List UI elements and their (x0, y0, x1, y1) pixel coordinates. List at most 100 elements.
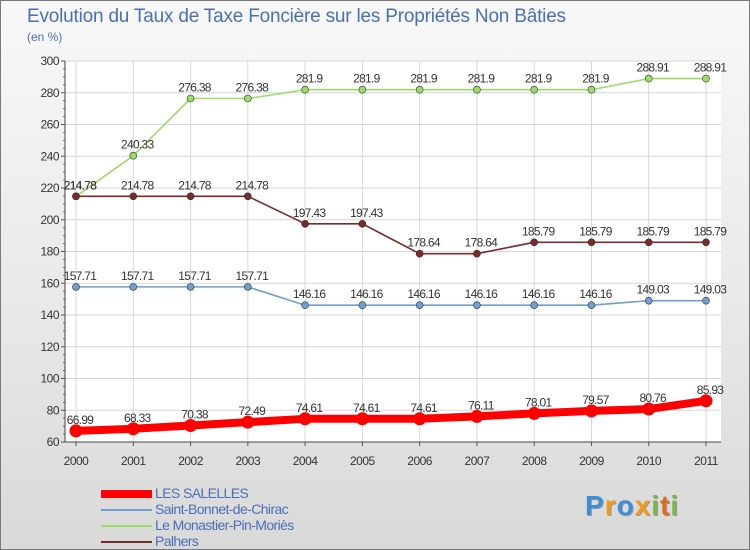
data-label: 281.9 (410, 72, 438, 86)
data-label: 185.79 (579, 224, 613, 238)
logo-letter: r (604, 490, 617, 521)
legend-label: Le Monastier-Pin-Moriès (155, 517, 294, 533)
data-point (702, 296, 710, 305)
x-tick-label: 2002 (178, 454, 204, 468)
y-tick-label: 280 (40, 86, 59, 100)
data-point (473, 85, 481, 94)
legend-label: Saint-Bonnet-de-Chirac (155, 501, 289, 517)
data-point (644, 238, 653, 247)
data-point (301, 220, 309, 228)
data-point (699, 394, 713, 408)
logo-letter: o (616, 490, 635, 521)
data-label: 276.38 (236, 80, 270, 94)
series-line (75, 286, 707, 307)
data-point (587, 238, 596, 247)
x-tick-label: 2010 (636, 454, 662, 468)
y-tick-label: 180 (40, 245, 59, 259)
data-label: 149.03 (636, 283, 670, 297)
logo-letter: t (660, 490, 671, 521)
data-label: 214.78 (64, 178, 98, 192)
data-point (72, 192, 80, 201)
data-label: 178.64 (465, 236, 499, 250)
data-point (644, 296, 653, 305)
x-tick-label: 2001 (121, 454, 147, 468)
data-label: 157.71 (121, 269, 155, 283)
y-tick-label: 240 (40, 149, 59, 163)
data-label: 214.78 (121, 178, 155, 192)
data-point (186, 283, 195, 291)
x-tick-label: 2004 (293, 454, 319, 468)
data-point (69, 424, 83, 438)
data-point (530, 301, 538, 310)
legend-item: LES SALELLES (101, 485, 421, 501)
data-label: 68.33 (124, 411, 152, 425)
data-point (186, 94, 195, 103)
data-label: 146.16 (522, 287, 556, 301)
data-point (241, 415, 255, 429)
data-point (298, 412, 312, 426)
y-tick-label: 60 (47, 435, 60, 449)
data-point (358, 220, 367, 228)
data-label: 146.16 (407, 287, 441, 301)
data-point (530, 238, 538, 247)
data-point (184, 419, 198, 433)
data-label: 79.57 (582, 393, 610, 407)
data-label: 178.64 (407, 236, 441, 250)
data-label: 157.71 (236, 269, 270, 283)
data-label: 281.9 (525, 72, 553, 86)
y-tick-label: 140 (40, 308, 59, 322)
y-tick-label: 260 (40, 118, 59, 132)
y-tick-label: 220 (40, 181, 59, 195)
legend-label: LES SALELLES (155, 485, 249, 501)
data-point (129, 151, 138, 160)
data-label: 72.49 (239, 404, 267, 418)
data-label: 70.38 (181, 408, 209, 422)
data-point (702, 238, 710, 247)
data-point (527, 406, 541, 420)
data-label: 146.16 (350, 287, 384, 301)
data-label: 281.9 (582, 72, 610, 86)
data-label: 146.16 (579, 287, 613, 301)
y-axis-unit: (en %) (27, 30, 63, 44)
data-label: 214.78 (64, 178, 98, 192)
y-tick-label: 200 (40, 213, 59, 227)
data-point (129, 192, 138, 201)
data-label: 74.61 (410, 401, 438, 415)
data-point (358, 301, 367, 310)
data-point (186, 192, 195, 201)
legend-swatch (101, 490, 152, 498)
data-point (244, 283, 252, 291)
data-label: 276.38 (178, 80, 212, 94)
grid-layer (65, 60, 721, 443)
legend: LES SALELLES Saint-Bonnet-de-Chirac Le Mon… (101, 485, 421, 549)
data-labels-layer: 66.99 68.33 70.38 72.49 74.61 74.61 74.61 76.11… (64, 61, 728, 427)
data-point (413, 412, 427, 426)
data-point (244, 94, 252, 103)
x-tick-label: 2009 (579, 454, 605, 468)
data-point (587, 301, 596, 310)
data-label: 288.91 (694, 61, 728, 75)
data-point (587, 85, 596, 94)
data-point (473, 249, 481, 258)
series-layer (69, 74, 713, 438)
data-label: 288.91 (636, 61, 670, 75)
data-label: 281.9 (353, 72, 381, 86)
data-label: 197.43 (350, 206, 384, 220)
y-tick-label: 100 (40, 372, 59, 386)
data-point (72, 283, 80, 291)
x-tick-label: 2000 (64, 454, 90, 468)
data-point (129, 283, 138, 291)
legend-swatch (101, 509, 152, 511)
axes-layer: 60 80 100 120 140 160 180 200 220 240 260 280 300 200… (40, 54, 721, 468)
data-point (415, 249, 424, 258)
legend-swatch (101, 541, 152, 543)
data-label: 74.61 (353, 401, 381, 415)
data-label: 74.61 (296, 401, 324, 415)
x-tick-label: 2011 (694, 454, 719, 468)
data-label: 66.99 (67, 413, 95, 427)
chart-title: Evolution du Taux de Taxe Foncière sur l… (27, 6, 566, 27)
data-label: 157.71 (178, 269, 212, 283)
legend-label: Palhers (155, 533, 199, 549)
